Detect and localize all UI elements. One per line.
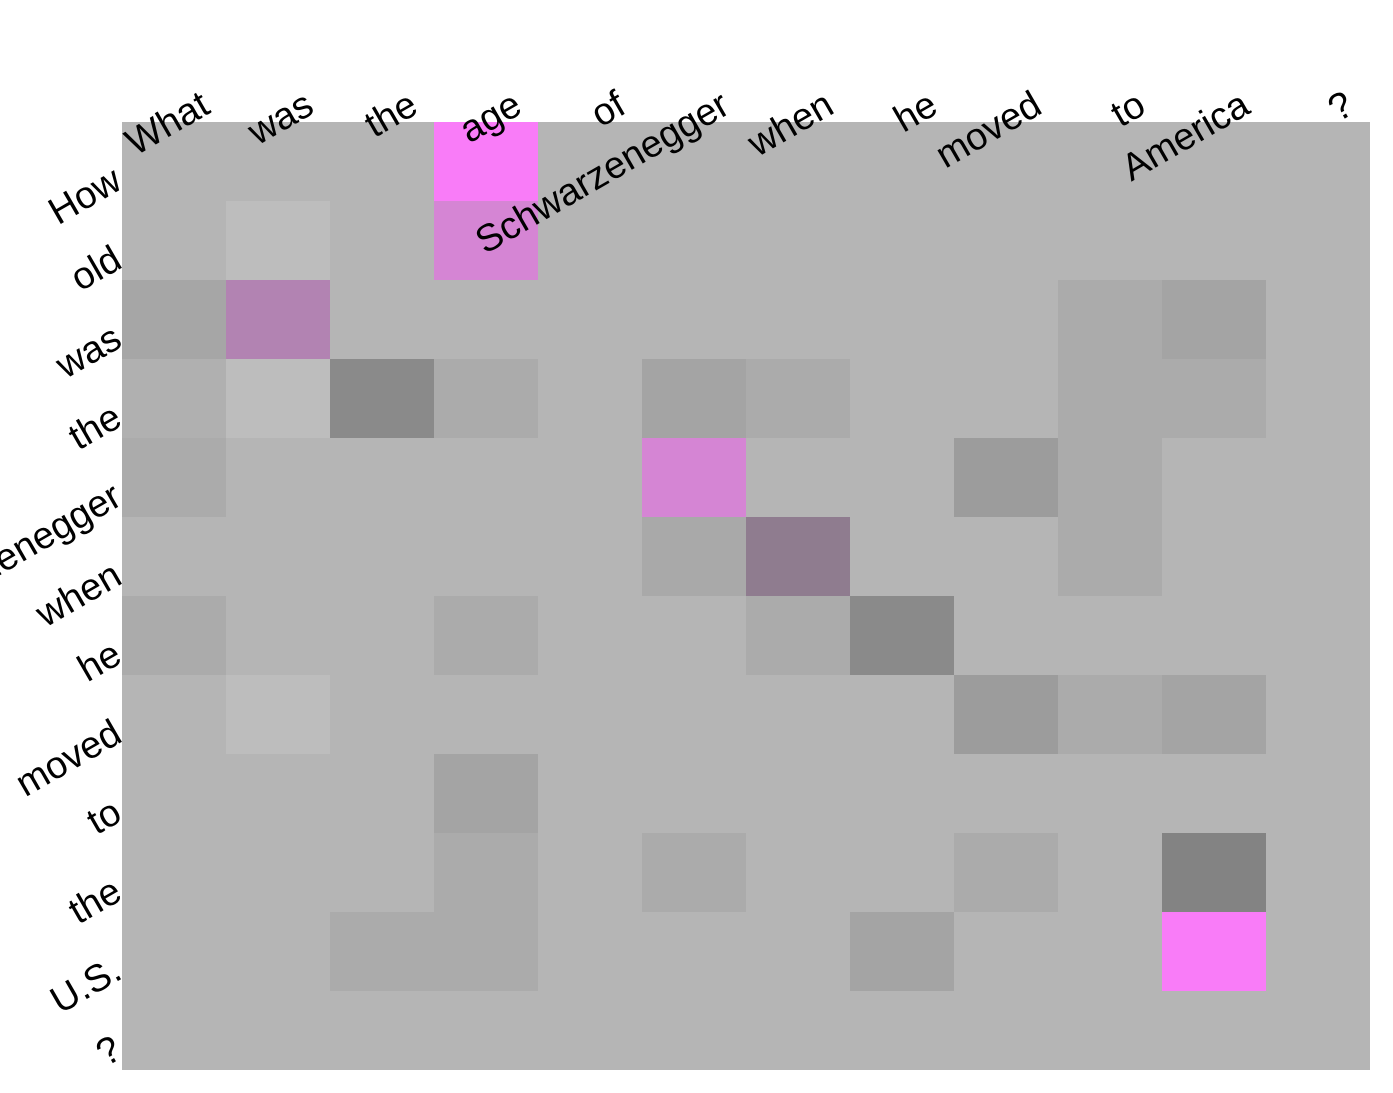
heatmap-cell-r5-c6 — [746, 517, 850, 596]
y-tick-label: to — [80, 791, 128, 843]
heatmap-cell-r10-c10 — [1162, 912, 1266, 991]
heatmap-cell-r4-c9 — [1058, 438, 1162, 517]
y-tick-label: when — [28, 554, 129, 636]
heatmap-cell-r7-c9 — [1058, 675, 1162, 754]
heatmap-cell-r6-c7 — [850, 596, 954, 675]
y-tick-label: was — [48, 317, 128, 388]
heatmap-cell-r9-c10 — [1162, 833, 1266, 912]
heatmap-cell-r7-c1 — [226, 675, 330, 754]
heatmap-cell-r3-c10 — [1162, 359, 1266, 438]
heatmap-cell-r3-c5 — [642, 359, 746, 438]
heatmap-cell-r4-c0 — [122, 438, 226, 517]
heatmap-cell-r9-c8 — [954, 833, 1058, 912]
heatmap-cell-r9-c5 — [642, 833, 746, 912]
heatmap-cell-r9-c3 — [434, 833, 538, 912]
y-tick-label: he — [71, 633, 129, 691]
heatmap-cell-r3-c1 — [226, 359, 330, 438]
y-tick-label: old — [64, 238, 129, 300]
heatmap-cell-r1-c3 — [434, 201, 538, 280]
heatmap-cell-r2-c0 — [122, 280, 226, 359]
heatmap-cell-r10-c7 — [850, 912, 954, 991]
heatmap-cell-r3-c6 — [746, 359, 850, 438]
heatmap-cell-r2-c9 — [1058, 280, 1162, 359]
heatmap-cell-r2-c10 — [1162, 280, 1266, 359]
heatmap-cell-r6-c0 — [122, 596, 226, 675]
heatmap-cell-r6-c3 — [434, 596, 538, 675]
y-tick-label: moved — [9, 712, 129, 805]
heatmap-cell-r10-c3 — [434, 912, 538, 991]
heatmap-cell-r3-c3 — [434, 359, 538, 438]
y-tick-label: How — [42, 159, 129, 234]
heatmap-cell-r1-c1 — [226, 201, 330, 280]
y-tick-label: U.S. — [43, 949, 128, 1022]
heatmap-cells — [122, 122, 1266, 991]
heatmap-cell-r10-c2 — [330, 912, 434, 991]
heatmap-cell-r3-c0 — [122, 359, 226, 438]
y-axis-tick-labels: HowoldwastheSchwarzeneggerwhenhemovedtot… — [0, 159, 129, 1075]
y-tick-label: the — [62, 870, 129, 933]
heatmap-cell-r0-c3 — [434, 122, 538, 201]
heatmap-cell-r5-c9 — [1058, 517, 1162, 596]
heatmap-cell-r4-c5 — [642, 438, 746, 517]
heatmap-cell-r3-c2 — [330, 359, 434, 438]
heatmap-cell-r6-c6 — [746, 596, 850, 675]
heatmap-cell-r7-c10 — [1162, 675, 1266, 754]
heatmap-cell-r2-c1 — [226, 280, 330, 359]
heatmap-cell-r5-c5 — [642, 517, 746, 596]
y-tick-label: the — [62, 396, 129, 459]
heatmap-cell-r3-c9 — [1058, 359, 1162, 438]
heatmap-cell-r7-c8 — [954, 675, 1058, 754]
heatmap-cell-r8-c3 — [434, 754, 538, 833]
heatmap-cell-r4-c8 — [954, 438, 1058, 517]
